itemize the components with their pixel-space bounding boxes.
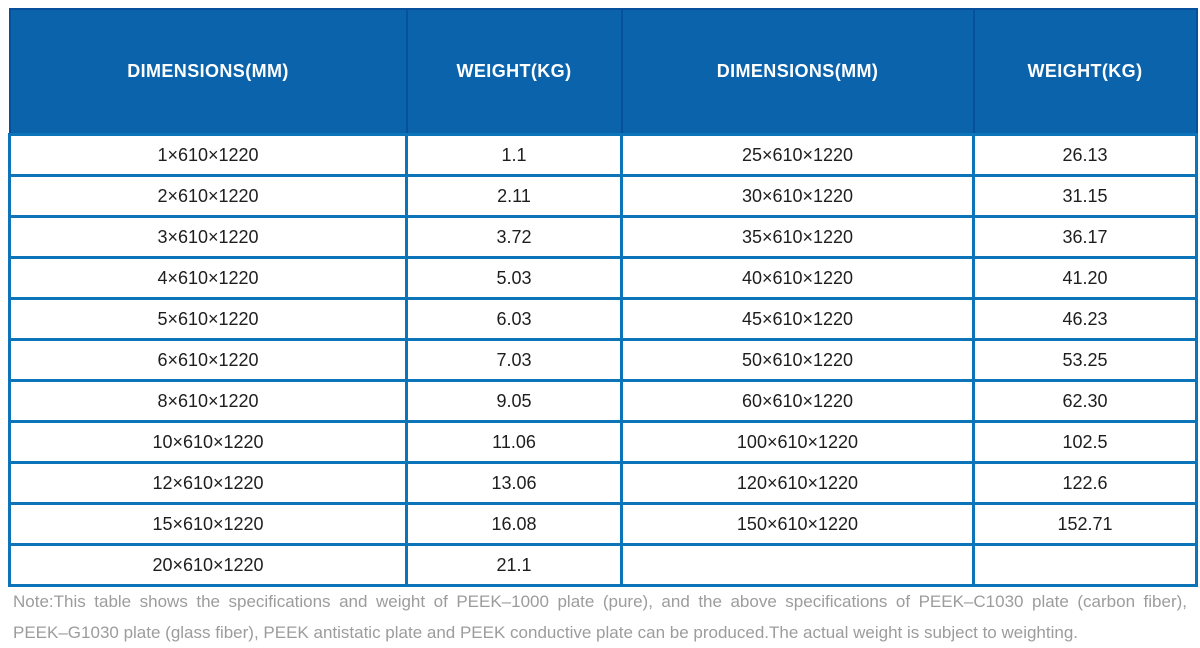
table-cell: [972, 543, 1198, 587]
table-cell: 45×610×1220: [620, 297, 975, 341]
table-cell: 2×610×1220: [8, 174, 408, 218]
table-cell: 2.11: [405, 174, 623, 218]
table-cell: 12×610×1220: [8, 461, 408, 505]
column-header-dimensions-left: DIMENSIONS(MM): [8, 8, 408, 136]
table-row: 6×610×1220 7.03 50×610×1220 53.25: [8, 338, 1198, 382]
spec-table-container: DIMENSIONS(MM) WEIGHT(KG) DIMENSIONS(MM)…: [8, 8, 1198, 587]
table-cell: 1.1: [405, 133, 623, 177]
table-cell: 35×610×1220: [620, 215, 975, 259]
table-cell: 53.25: [972, 338, 1198, 382]
table-cell: 50×610×1220: [620, 338, 975, 382]
table-row: 2×610×1220 2.11 30×610×1220 31.15: [8, 174, 1198, 218]
column-header-weight-left: WEIGHT(KG): [405, 8, 623, 136]
table-cell: 13.06: [405, 461, 623, 505]
table-row: 5×610×1220 6.03 45×610×1220 46.23: [8, 297, 1198, 341]
table-cell: 26.13: [972, 133, 1198, 177]
table-row: 10×610×1220 11.06 100×610×1220 102.5: [8, 420, 1198, 464]
table-cell: 62.30: [972, 379, 1198, 423]
column-header-dimensions-right: DIMENSIONS(MM): [620, 8, 975, 136]
table-cell: 30×610×1220: [620, 174, 975, 218]
table-header-row: DIMENSIONS(MM) WEIGHT(KG) DIMENSIONS(MM)…: [8, 8, 1198, 136]
note-line-1: Note:This table shows the specifications…: [13, 592, 1187, 611]
table-row: 20×610×1220 21.1: [8, 543, 1198, 587]
table-cell: 122.6: [972, 461, 1198, 505]
table-cell: 120×610×1220: [620, 461, 975, 505]
table-cell: 100×610×1220: [620, 420, 975, 464]
table-cell: 8×610×1220: [8, 379, 408, 423]
table-cell: 3×610×1220: [8, 215, 408, 259]
table-cell: 31.15: [972, 174, 1198, 218]
table-cell: 6.03: [405, 297, 623, 341]
table-cell: 41.20: [972, 256, 1198, 300]
table-row: 4×610×1220 5.03 40×610×1220 41.20: [8, 256, 1198, 300]
table-cell: 40×610×1220: [620, 256, 975, 300]
column-header-weight-right: WEIGHT(KG): [972, 8, 1198, 136]
table-cell: 1×610×1220: [8, 133, 408, 177]
table-cell: 25×610×1220: [620, 133, 975, 177]
table-cell: 10×610×1220: [8, 420, 408, 464]
table-cell: 11.06: [405, 420, 623, 464]
table-body: 1×610×1220 1.1 25×610×1220 26.13 2×610×1220 2…: [8, 133, 1198, 587]
table-row: 15×610×1220 16.08 150×610×1220 152.71: [8, 502, 1198, 546]
table-cell: 6×610×1220: [8, 338, 408, 382]
table-cell: 60×610×1220: [620, 379, 975, 423]
table-row: 3×610×1220 3.72 35×610×1220 36.17: [8, 215, 1198, 259]
spec-table: DIMENSIONS(MM) WEIGHT(KG) DIMENSIONS(MM)…: [8, 8, 1198, 587]
table-row: 12×610×1220 13.06 120×610×1220 122.6: [8, 461, 1198, 505]
table-row: 1×610×1220 1.1 25×610×1220 26.13: [8, 133, 1198, 177]
note-text: Note:This table shows the specifications…: [13, 586, 1187, 648]
table-cell: 16.08: [405, 502, 623, 546]
table-cell: 4×610×1220: [8, 256, 408, 300]
table-cell: 46.23: [972, 297, 1198, 341]
table-cell: 5.03: [405, 256, 623, 300]
table-cell: 15×610×1220: [8, 502, 408, 546]
table-cell: 7.03: [405, 338, 623, 382]
table-cell: 102.5: [972, 420, 1198, 464]
table-cell: 9.05: [405, 379, 623, 423]
table-cell: 150×610×1220: [620, 502, 975, 546]
table-cell: 21.1: [405, 543, 623, 587]
table-cell: [620, 543, 975, 587]
note-line-2: PEEK–G1030 plate (glass fiber), PEEK ant…: [13, 623, 1079, 642]
table-row: 8×610×1220 9.05 60×610×1220 62.30: [8, 379, 1198, 423]
table-cell: 5×610×1220: [8, 297, 408, 341]
table-cell: 36.17: [972, 215, 1198, 259]
table-cell: 20×610×1220: [8, 543, 408, 587]
table-cell: 152.71: [972, 502, 1198, 546]
table-cell: 3.72: [405, 215, 623, 259]
